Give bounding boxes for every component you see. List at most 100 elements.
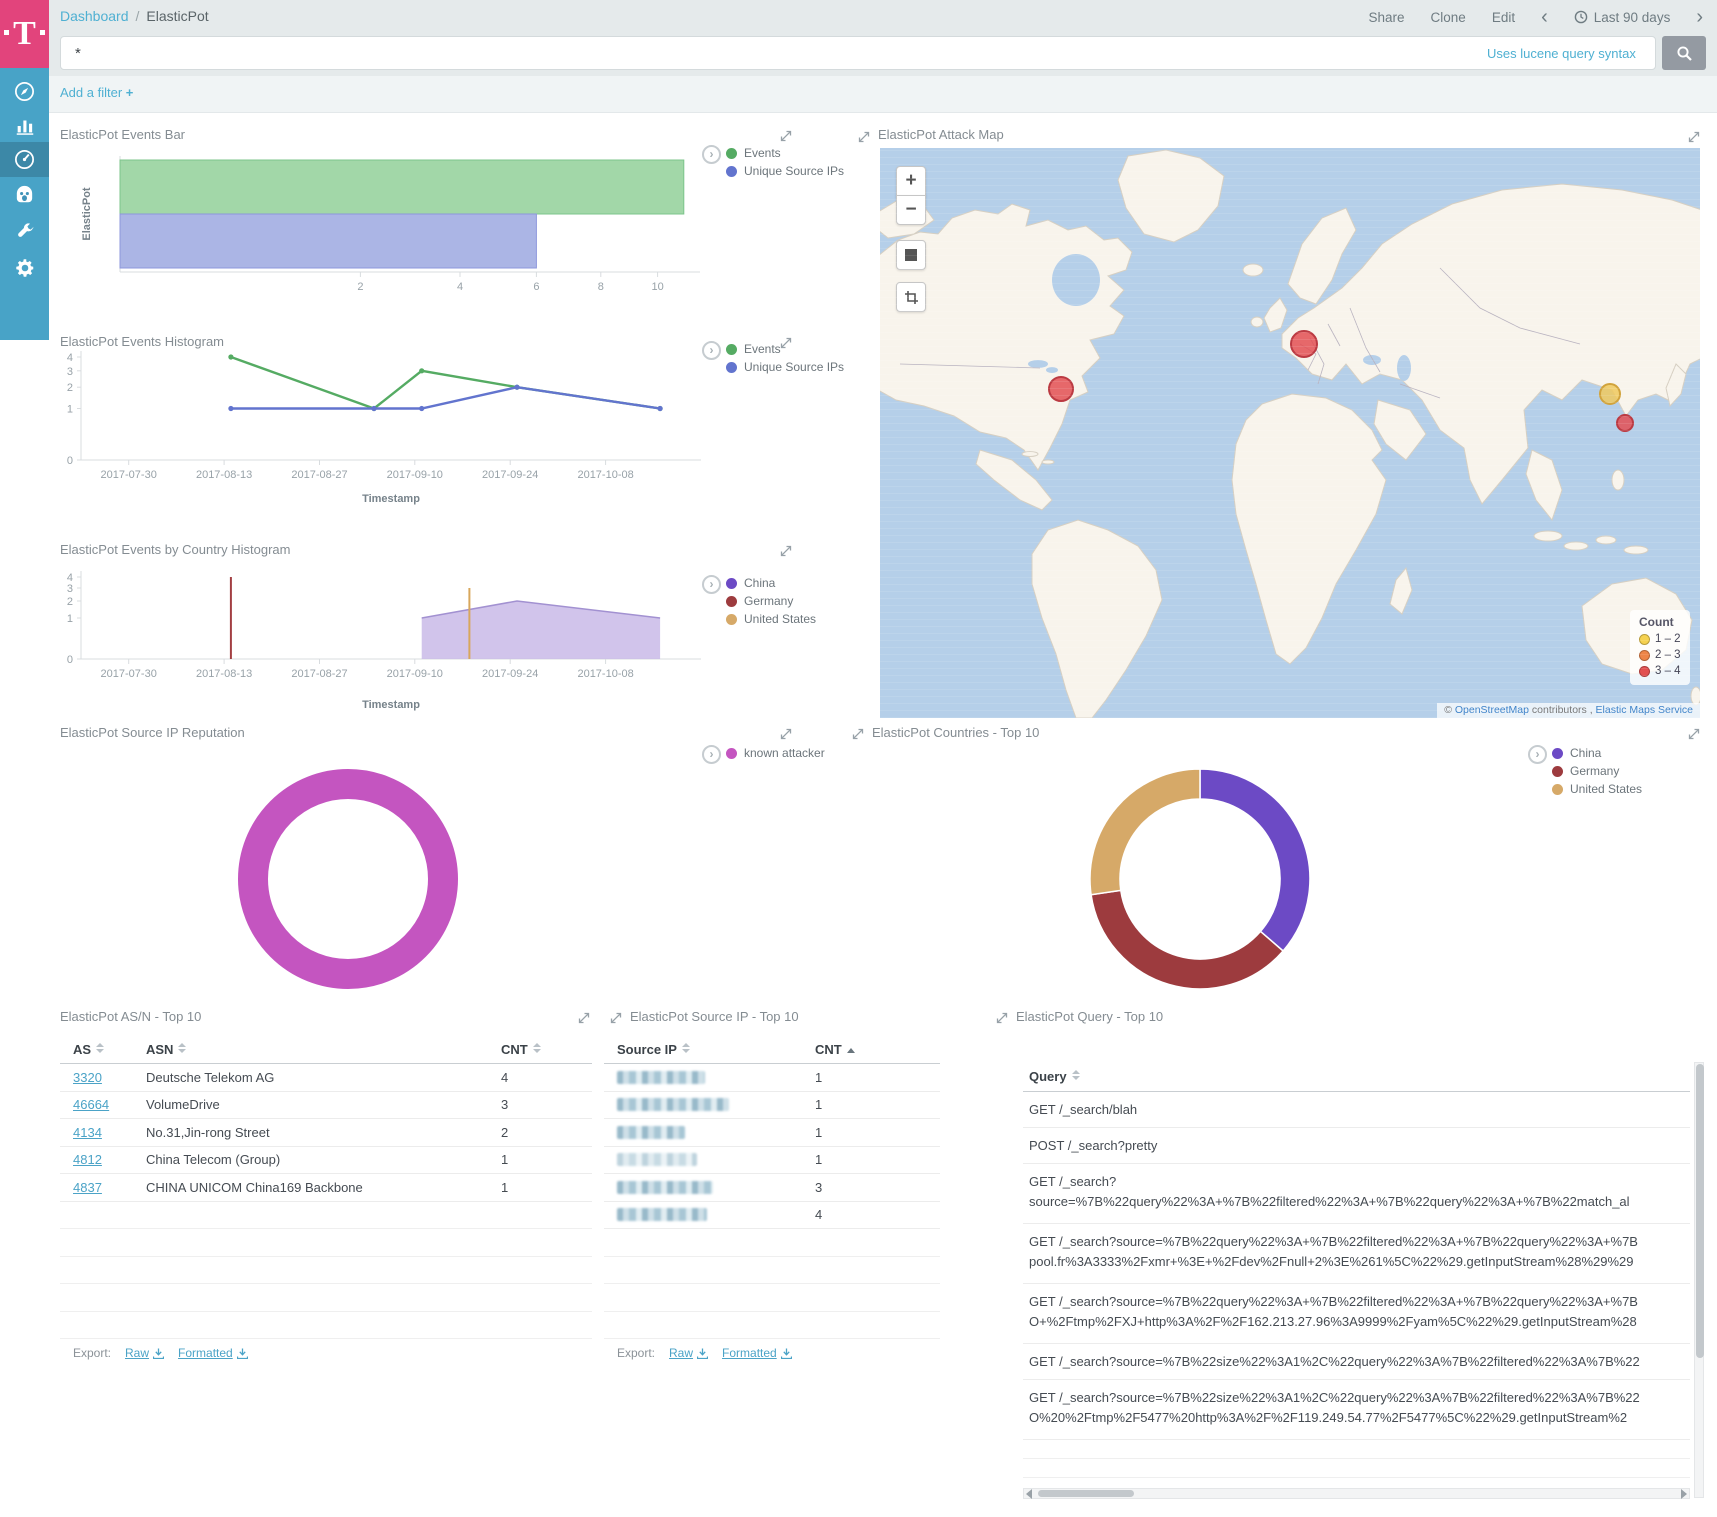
srcip-table-header: Source IP CNT xyxy=(604,1036,940,1064)
query-row[interactable]: GET /_search?source=%7B%22size%22%3A1%2C… xyxy=(1023,1380,1690,1440)
sidebar-item-timelion[interactable] xyxy=(0,178,49,213)
countries-donut[interactable] xyxy=(1090,769,1310,989)
table-row: 4 xyxy=(604,1202,940,1229)
expand-icon[interactable] xyxy=(780,727,792,740)
country-histogram-chart[interactable]: 0 1 234 2017-07-30 2017-08-13 2017-08-27 2017-… xyxy=(60,540,800,720)
panel-title-country-histogram[interactable]: ElasticPot Events by Country Histogram xyxy=(60,542,291,557)
legend-item[interactable]: Events xyxy=(726,144,844,162)
legend-toggle-icon[interactable]: › xyxy=(702,145,721,164)
telekom-logo[interactable]: T xyxy=(0,0,49,68)
column-header-cnt[interactable]: CNT xyxy=(501,1042,592,1057)
elastic-maps-service-link[interactable]: Elastic Maps Service xyxy=(1595,704,1693,716)
legend-item[interactable]: Unique Source IPs xyxy=(726,162,844,180)
export-formatted-link[interactable]: Formatted xyxy=(178,1346,248,1360)
query-row[interactable]: GET /_search/blah xyxy=(1023,1092,1690,1128)
expand-icon[interactable] xyxy=(852,727,864,740)
query-row[interactable]: GET /_search?source=%7B%22query%22%3A+%7… xyxy=(1023,1284,1690,1344)
expand-icon[interactable] xyxy=(780,544,792,557)
export-formatted-link[interactable]: Formatted xyxy=(722,1346,792,1360)
scrollbar-thumb[interactable] xyxy=(1038,1490,1134,1497)
query-row[interactable]: POST /_search?pretty xyxy=(1023,1128,1690,1164)
panel-title-ip-reputation[interactable]: ElasticPot Source IP Reputation xyxy=(60,725,245,740)
legend-item[interactable]: Germany xyxy=(1552,762,1642,780)
export-raw-link[interactable]: Raw xyxy=(669,1346,709,1360)
expand-icon[interactable] xyxy=(1688,130,1700,143)
expand-icon[interactable] xyxy=(780,129,792,142)
sidebar-item-discover[interactable] xyxy=(0,74,49,109)
as-number-link[interactable]: 46664 xyxy=(73,1097,110,1113)
panel-title-countries[interactable]: ElasticPot Countries - Top 10 xyxy=(872,725,1040,740)
panel-title-events-bar[interactable]: ElasticPot Events Bar xyxy=(60,127,185,142)
legend-item[interactable]: Unique Source IPs xyxy=(726,358,844,376)
legend-toggle-icon[interactable]: › xyxy=(1528,745,1547,764)
time-forward-button[interactable]: › xyxy=(1696,6,1703,28)
marker-germany[interactable] xyxy=(1290,330,1318,358)
query-row[interactable]: GET /_search? source=%7B%22query%22%3A+%… xyxy=(1023,1164,1690,1224)
panel-title-asn-table[interactable]: ElasticPot AS/N - Top 10 xyxy=(60,1009,202,1024)
as-number-link[interactable]: 4837 xyxy=(73,1179,102,1195)
map-zoom-out-button[interactable]: − xyxy=(896,195,926,225)
query-row[interactable]: GET /_search?source=%7B%22size%22%3A1%2C… xyxy=(1023,1344,1690,1380)
as-number-link[interactable]: 4812 xyxy=(73,1152,102,1168)
legend-item[interactable]: United States xyxy=(726,610,816,628)
legend-item[interactable]: China xyxy=(1552,744,1642,762)
export-raw-link[interactable]: Raw xyxy=(125,1346,165,1360)
edit-button[interactable]: Edit xyxy=(1491,9,1516,25)
panel-title-attack-map[interactable]: ElasticPot Attack Map xyxy=(878,127,1004,142)
map-draw-rectangle-button[interactable] xyxy=(896,282,926,312)
sidebar-item-visualize[interactable] xyxy=(0,108,49,143)
query-row[interactable]: GET /_search?source=%7B%22query%22%3A+%7… xyxy=(1023,1224,1690,1284)
sidebar-item-dashboard[interactable] xyxy=(0,142,49,177)
time-picker[interactable]: Last 90 days xyxy=(1574,10,1670,25)
as-number-link[interactable]: 3320 xyxy=(73,1069,102,1085)
legend-item[interactable]: Germany xyxy=(726,592,816,610)
expand-icon[interactable] xyxy=(780,336,792,349)
legend-toggle-icon[interactable]: › xyxy=(702,341,721,360)
expand-icon[interactable] xyxy=(1688,727,1700,740)
scroll-left-arrow[interactable] xyxy=(1026,1488,1032,1499)
search-input[interactable] xyxy=(60,36,1656,70)
events-bar-chart[interactable]: 2 4 6 8 10 ElasticPot xyxy=(60,126,800,306)
column-header-source-ip[interactable]: Source IP xyxy=(617,1042,815,1057)
marker-us-east[interactable] xyxy=(1048,376,1074,402)
legend-toggle-icon[interactable]: › xyxy=(702,575,721,594)
legend-item[interactable]: United States xyxy=(1552,780,1642,798)
time-back-button[interactable]: ‹ xyxy=(1541,6,1548,28)
lucene-syntax-link[interactable]: Uses lucene query syntax xyxy=(1487,46,1636,61)
expand-icon[interactable] xyxy=(578,1011,590,1024)
panel-title-srcip-table[interactable]: ElasticPot Source IP - Top 10 xyxy=(630,1009,799,1024)
breadcrumb-dashboard-link[interactable]: Dashboard xyxy=(60,8,129,24)
legend-item[interactable]: China xyxy=(726,574,816,592)
openstreetmap-link[interactable]: OpenStreetMap xyxy=(1454,704,1529,716)
events-histogram-chart[interactable]: 0 1 2 3 4 2017-07-30 2017-08-13 2017-08-27 2017-… xyxy=(60,330,800,520)
sidebar-item-dev-tools[interactable] xyxy=(0,214,49,249)
share-button[interactable]: Share xyxy=(1368,9,1405,25)
clone-button[interactable]: Clone xyxy=(1430,9,1466,25)
query-horizontal-scrollbar[interactable] xyxy=(1023,1488,1690,1499)
map-fit-data-button[interactable] xyxy=(896,240,926,270)
scrollbar-thumb[interactable] xyxy=(1696,1064,1704,1358)
as-number-link[interactable]: 4134 xyxy=(73,1124,102,1140)
expand-icon[interactable] xyxy=(858,130,870,143)
panel-title-events-histogram[interactable]: ElasticPot Events Histogram xyxy=(60,334,225,349)
panel-title-query-table[interactable]: ElasticPot Query - Top 10 xyxy=(1016,1009,1164,1024)
column-header-as[interactable]: AS xyxy=(73,1042,146,1057)
legend-item[interactable]: Events xyxy=(726,340,844,358)
ip-reputation-donut[interactable] xyxy=(238,769,458,989)
scroll-right-arrow[interactable] xyxy=(1681,1488,1687,1499)
column-header-cnt[interactable]: CNT xyxy=(815,1042,940,1057)
map-zoom-in-button[interactable]: + xyxy=(896,166,926,196)
sidebar-item-management[interactable] xyxy=(0,250,49,285)
query-vertical-scrollbar[interactable] xyxy=(1694,1062,1704,1498)
legend-toggle-icon[interactable]: › xyxy=(702,745,721,764)
column-header-asn[interactable]: ASN xyxy=(146,1042,501,1057)
attack-map[interactable]: + − Count 1 – 2 2 – 3 3 – 4 © OpenStreet… xyxy=(880,148,1700,718)
legend-item[interactable]: known attacker xyxy=(726,744,825,762)
expand-icon[interactable] xyxy=(996,1011,1008,1024)
marker-china-north[interactable] xyxy=(1599,383,1621,405)
search-button[interactable] xyxy=(1662,36,1706,70)
expand-icon[interactable] xyxy=(610,1011,622,1024)
column-header-query[interactable]: Query xyxy=(1029,1069,1690,1084)
marker-china-east[interactable] xyxy=(1616,414,1634,432)
add-filter-button[interactable]: Add a filter + xyxy=(60,85,134,100)
